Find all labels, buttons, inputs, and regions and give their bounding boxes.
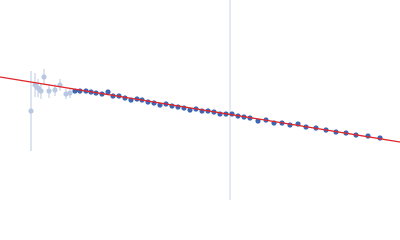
- data-point: [52, 87, 58, 93]
- data-point: [46, 88, 52, 94]
- data-point: [41, 74, 47, 80]
- fit-line: [0, 76, 400, 143]
- data-point: [105, 89, 111, 95]
- data-point: [67, 90, 73, 96]
- data-point: [28, 108, 34, 114]
- data-point: [38, 88, 44, 94]
- chart: [0, 0, 400, 200]
- data-point: [63, 91, 69, 97]
